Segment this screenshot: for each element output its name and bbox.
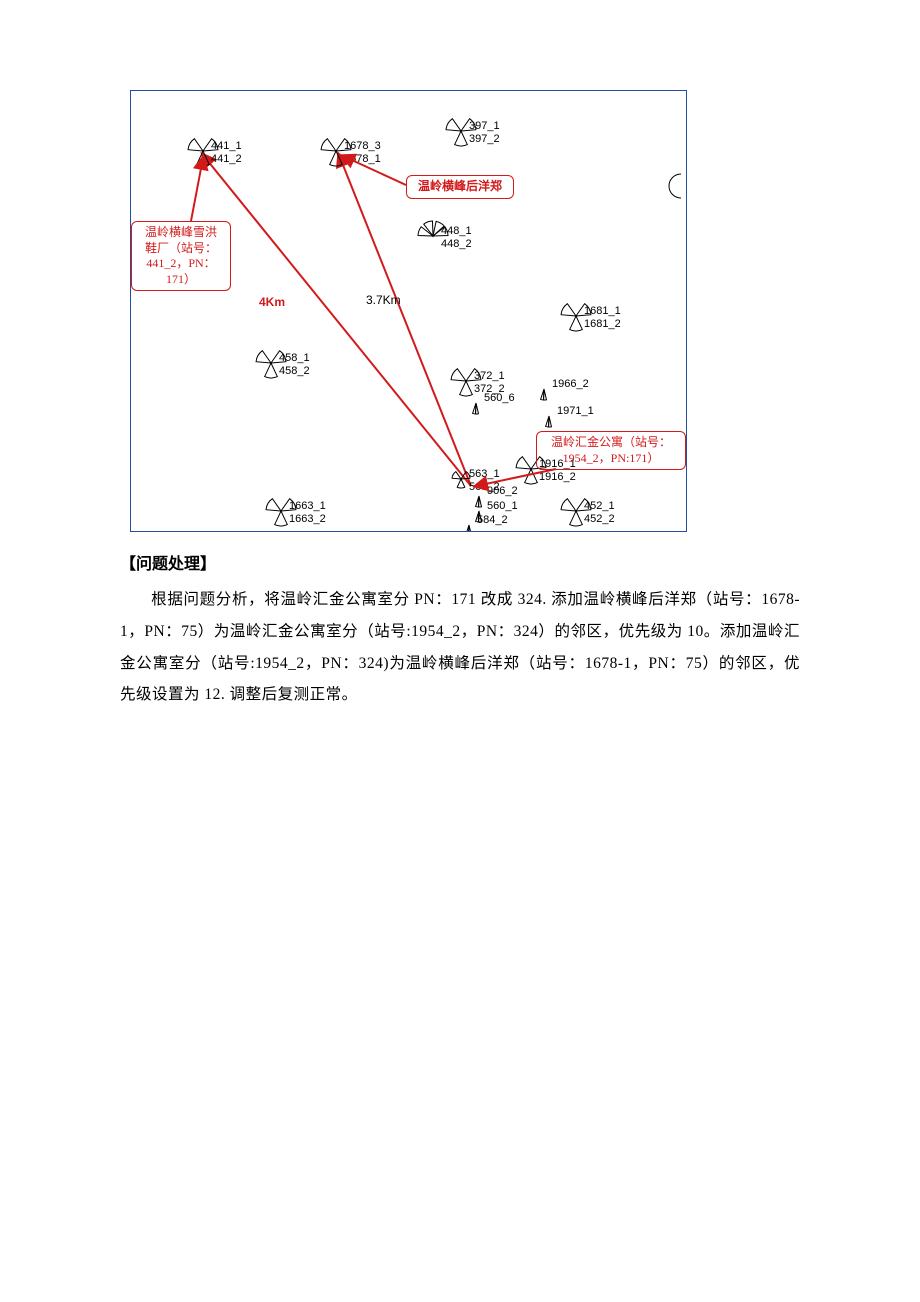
callout-box: 温岭汇金公寓（站号：1954_2，PN:171） [536,431,686,470]
node-label: 441_2 [211,153,242,165]
node-label: 458_2 [279,365,310,377]
section-title: 【问题处理】 [120,550,800,574]
node-label: 1966_2 [552,378,589,390]
node-label: 397_2 [469,133,500,145]
node-label: 452_2 [584,513,615,525]
node-label: 584_2 [477,514,508,526]
network-diagram: 441_1441_21678_31678_1397_1397_24448_144… [130,90,687,532]
node-label: 560_6 [484,392,515,404]
node-label: 1681_2 [584,318,621,330]
node-label: 448_1 [441,225,472,237]
node-label: 563_1 [469,468,500,480]
callout-box: 温岭横峰后洋郑 [406,175,514,199]
antenna-node [466,525,472,531]
antenna-node [541,389,547,400]
node-label: 397_1 [469,120,500,132]
body-paragraph: 根据问题分析，将温岭汇金公寓室分 PN：171 改成 324. 添加温岭横峰后洋… [120,584,800,711]
antenna-node [476,496,482,507]
antenna-node [669,174,681,198]
node-label: 1681_1 [584,305,621,317]
node-label: 441_1 [211,140,242,152]
antenna-node [546,416,552,427]
distance-label: 4Km [259,295,285,309]
antenna-node [473,403,479,414]
node-label: 1663_1 [289,500,326,512]
node-label: 906_2 [487,485,518,497]
body-text-content: 根据问题分析，将温岭汇金公寓室分 PN：171 改成 324. 添加温岭横峰后洋… [120,591,800,703]
distance-label: 3.7Km [366,293,401,307]
node-label: 560_1 [487,500,518,512]
node-label: 1971_1 [557,405,594,417]
node-label: 458_1 [279,352,310,364]
node-label: 448_2 [441,238,472,250]
node-label: 1678_3 [344,140,381,152]
node-label: 1663_2 [289,513,326,525]
node-label: 452_1 [584,500,615,512]
node-label: 1916_2 [539,471,576,483]
callout-box: 温岭横峰雪洪鞋厂（站号：441_2，PN：171） [131,221,231,291]
node-label: 372_1 [474,370,505,382]
